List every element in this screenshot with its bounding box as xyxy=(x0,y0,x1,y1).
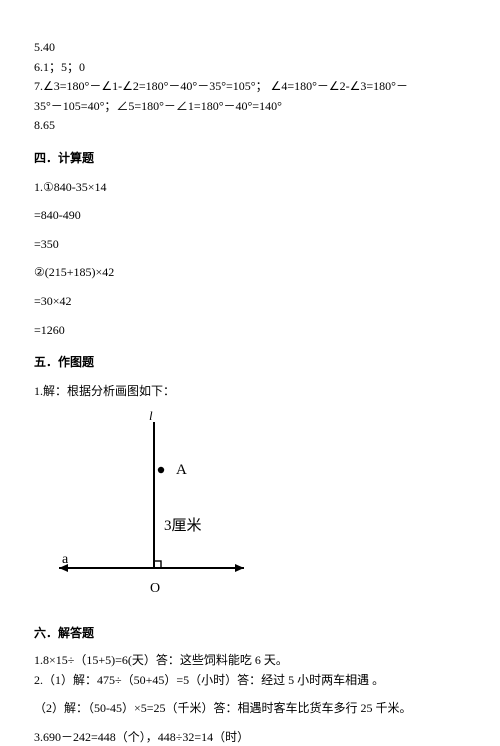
answer-line: 7.∠3=180°－∠1-∠2=180°－40°－35°=105°； ∠4=18… xyxy=(34,77,466,96)
section-4-title: 四．计算题 xyxy=(34,149,466,168)
calc-step: =350 xyxy=(34,235,466,254)
svg-text:3厘米: 3厘米 xyxy=(164,517,202,534)
calc-step: ②(215+185)×42 xyxy=(34,263,466,282)
section-5-title: 五．作图题 xyxy=(34,353,466,372)
word-problem: 3.690－242=448（个），448÷32=14（时） xyxy=(34,728,466,746)
calc-step: 1.①840-35×14 xyxy=(34,178,466,197)
answer-line: 8.65 xyxy=(34,116,466,135)
svg-text:l: l xyxy=(149,410,153,423)
svg-text:a: a xyxy=(62,552,69,567)
drawing-intro: 1.解：根据分析画图如下： xyxy=(34,382,466,401)
figure-svg: Al 3厘米 a O xyxy=(34,410,254,610)
answer-line: 35°－105=40°；∠5=180°－∠1=180°－40°=140° xyxy=(34,97,466,116)
word-problem: （2）解：（50-45）×5=25（千米）答：相遇时客车比货车多行 25 千米。 xyxy=(34,699,466,718)
svg-text:A: A xyxy=(176,462,187,478)
section-6-title: 六．解答题 xyxy=(34,624,466,643)
calc-step: =30×42 xyxy=(34,292,466,311)
svg-text:O: O xyxy=(150,581,160,596)
calc-step: =840-490 xyxy=(34,206,466,225)
calc-step: =1260 xyxy=(34,321,466,340)
answer-line: 6.1；5；0 xyxy=(34,58,466,77)
answer-line: 5.40 xyxy=(34,38,466,57)
word-problem: 2.（1）解：475÷（50+45）=5（小时）答：经过 5 小时两车相遇 。 xyxy=(34,671,466,690)
word-problem: 1.8×15÷（15+5)=6(天）答：这些饲料能吃 6 天。 xyxy=(34,651,466,670)
geometry-figure: Al 3厘米 a O xyxy=(34,410,466,610)
